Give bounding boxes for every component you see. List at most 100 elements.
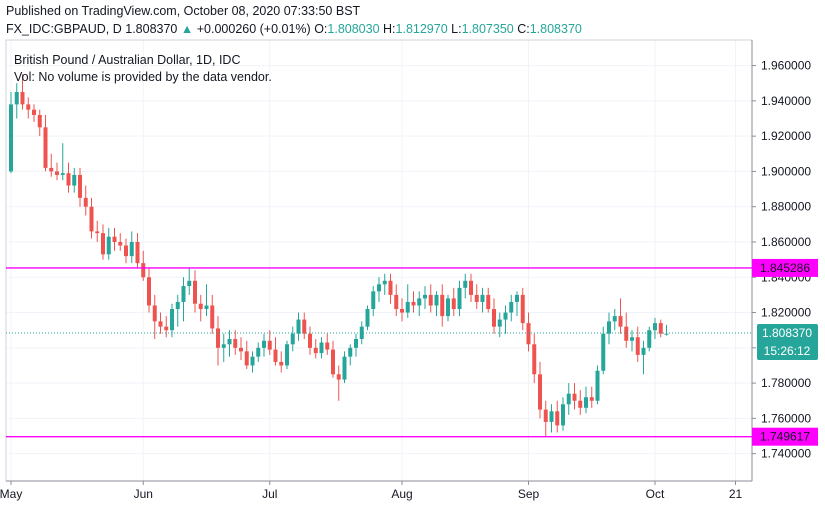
candle-body [555,411,560,426]
candle-body [187,280,192,287]
candle [9,92,13,174]
candle-body [359,326,364,339]
candle-body [336,374,341,380]
x-tick-label: Sep [518,487,540,501]
candle [382,273,387,295]
candle-body [302,319,307,334]
candle [630,330,634,352]
candle [578,390,583,415]
candle [526,312,531,352]
candle [497,312,502,338]
candle-body [43,127,48,168]
candle-body [492,309,496,327]
candle-body [572,393,577,401]
candle-body [14,92,19,105]
candle [331,340,335,378]
candle-body [348,347,353,357]
candle [221,333,226,362]
candle-body [49,167,54,172]
candle [555,400,560,433]
candle [532,333,537,384]
candle [359,321,364,345]
candle-body [26,104,31,110]
candle-body [267,340,272,350]
x-tick-label: May [0,487,22,501]
candle-body [55,171,59,175]
candle-body [538,374,542,410]
time-axis[interactable]: May Jun Jul Aug Sep Oct 21 [0,481,742,501]
candle [469,273,473,302]
candle-body [262,340,266,348]
candle-body [618,316,623,327]
candle [95,220,100,242]
candle [388,273,393,304]
candle-body [630,337,634,341]
x-tick-label: Jun [134,487,153,501]
candle-body [503,312,508,320]
symbol-label: FX_IDC:GBPAUD, D [6,22,122,36]
candle [371,286,376,317]
candle [336,365,341,401]
candle [244,340,249,369]
candle-body [72,174,77,186]
last-price-value: 1.808370 [125,22,178,36]
candle [60,143,65,181]
x-tick-label: Aug [391,487,412,501]
candle [32,104,36,123]
candle [423,286,427,310]
candle-body [32,109,36,115]
candle-body [601,333,606,371]
candle [302,312,307,339]
candle-body [101,233,105,255]
candle [405,284,410,318]
candle [78,167,82,207]
candle [342,351,347,384]
candle [492,298,496,334]
candle-body [342,356,347,380]
candle [538,361,542,419]
candle [463,273,468,299]
candle [106,227,111,260]
candle-body [532,344,537,375]
candle-body [647,330,652,348]
candle-body [509,301,514,313]
candle [400,298,404,322]
legend-title: British Pound / Australian Dollar, 1D, I… [14,53,241,67]
candle [428,284,433,313]
y-tick-label: 1.860000 [761,235,811,249]
candle [101,224,105,260]
candle [325,333,330,355]
candle [647,326,652,352]
candle-body [210,305,215,329]
candle [612,309,617,331]
candle [486,287,491,313]
candle-body [394,294,399,310]
horizontal-level-tag [752,258,818,277]
candle-body [227,338,232,345]
candle-body [474,294,479,302]
candle-body [566,393,571,405]
candle [233,330,238,355]
candle [72,167,77,193]
candle-body [313,347,318,354]
candle-body [486,294,491,310]
candle-body [37,114,42,128]
candle [175,294,180,327]
candle-body [296,319,301,334]
legend-volume: Vol: No volume is provided by the data v… [14,70,272,84]
candle [549,404,554,433]
candles [9,74,669,437]
candle-body [561,404,565,426]
candle [566,383,571,415]
candle [601,326,606,375]
candle-body [244,351,249,366]
candle [55,162,59,181]
candle [319,337,324,359]
candle-body [204,305,209,310]
candle [239,337,243,361]
candle-body [463,280,468,288]
candle [83,185,88,216]
candle-body [658,323,663,334]
candle [440,284,445,327]
